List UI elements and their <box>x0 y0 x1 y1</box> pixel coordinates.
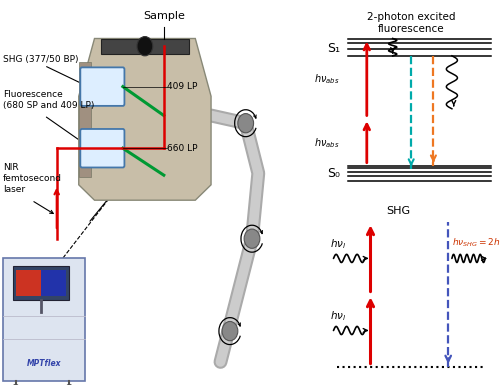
Bar <box>41 270 66 296</box>
FancyBboxPatch shape <box>80 67 124 106</box>
Text: S₁: S₁ <box>327 42 340 55</box>
Text: $h\nu_l$: $h\nu_l$ <box>330 237 346 251</box>
Circle shape <box>238 114 254 133</box>
Circle shape <box>222 321 238 341</box>
Text: 660 LP: 660 LP <box>167 144 198 153</box>
Text: $h\nu_{abs}$: $h\nu_{abs}$ <box>314 72 339 86</box>
Polygon shape <box>79 38 211 200</box>
FancyBboxPatch shape <box>80 129 124 167</box>
Text: SHG (377/50 BP): SHG (377/50 BP) <box>3 55 78 64</box>
Circle shape <box>66 384 73 385</box>
Text: MPTflex: MPTflex <box>27 359 62 368</box>
Text: S₀: S₀ <box>327 167 340 180</box>
FancyBboxPatch shape <box>3 258 85 381</box>
Text: SHG: SHG <box>386 206 410 216</box>
Circle shape <box>137 37 153 56</box>
Text: Fluorescence
(680 SP and 409 LP): Fluorescence (680 SP and 409 LP) <box>3 90 94 110</box>
Polygon shape <box>101 38 189 54</box>
Text: $h\nu_{abs}$: $h\nu_{abs}$ <box>314 136 339 150</box>
Text: 409 LP: 409 LP <box>167 82 198 91</box>
FancyBboxPatch shape <box>12 266 70 300</box>
Text: Sample: Sample <box>143 11 184 21</box>
Bar <box>16 270 41 296</box>
Text: 2-photon excited
fluorescence: 2-photon excited fluorescence <box>367 12 456 34</box>
Text: $h\nu_l$: $h\nu_l$ <box>330 310 346 323</box>
Circle shape <box>244 229 260 248</box>
Text: $h\nu_{SHG}=2h\nu_l$: $h\nu_{SHG}=2h\nu_l$ <box>452 236 500 249</box>
Bar <box>79 62 92 177</box>
Circle shape <box>12 384 20 385</box>
Text: NIR
femtosecond
laser: NIR femtosecond laser <box>3 163 62 194</box>
